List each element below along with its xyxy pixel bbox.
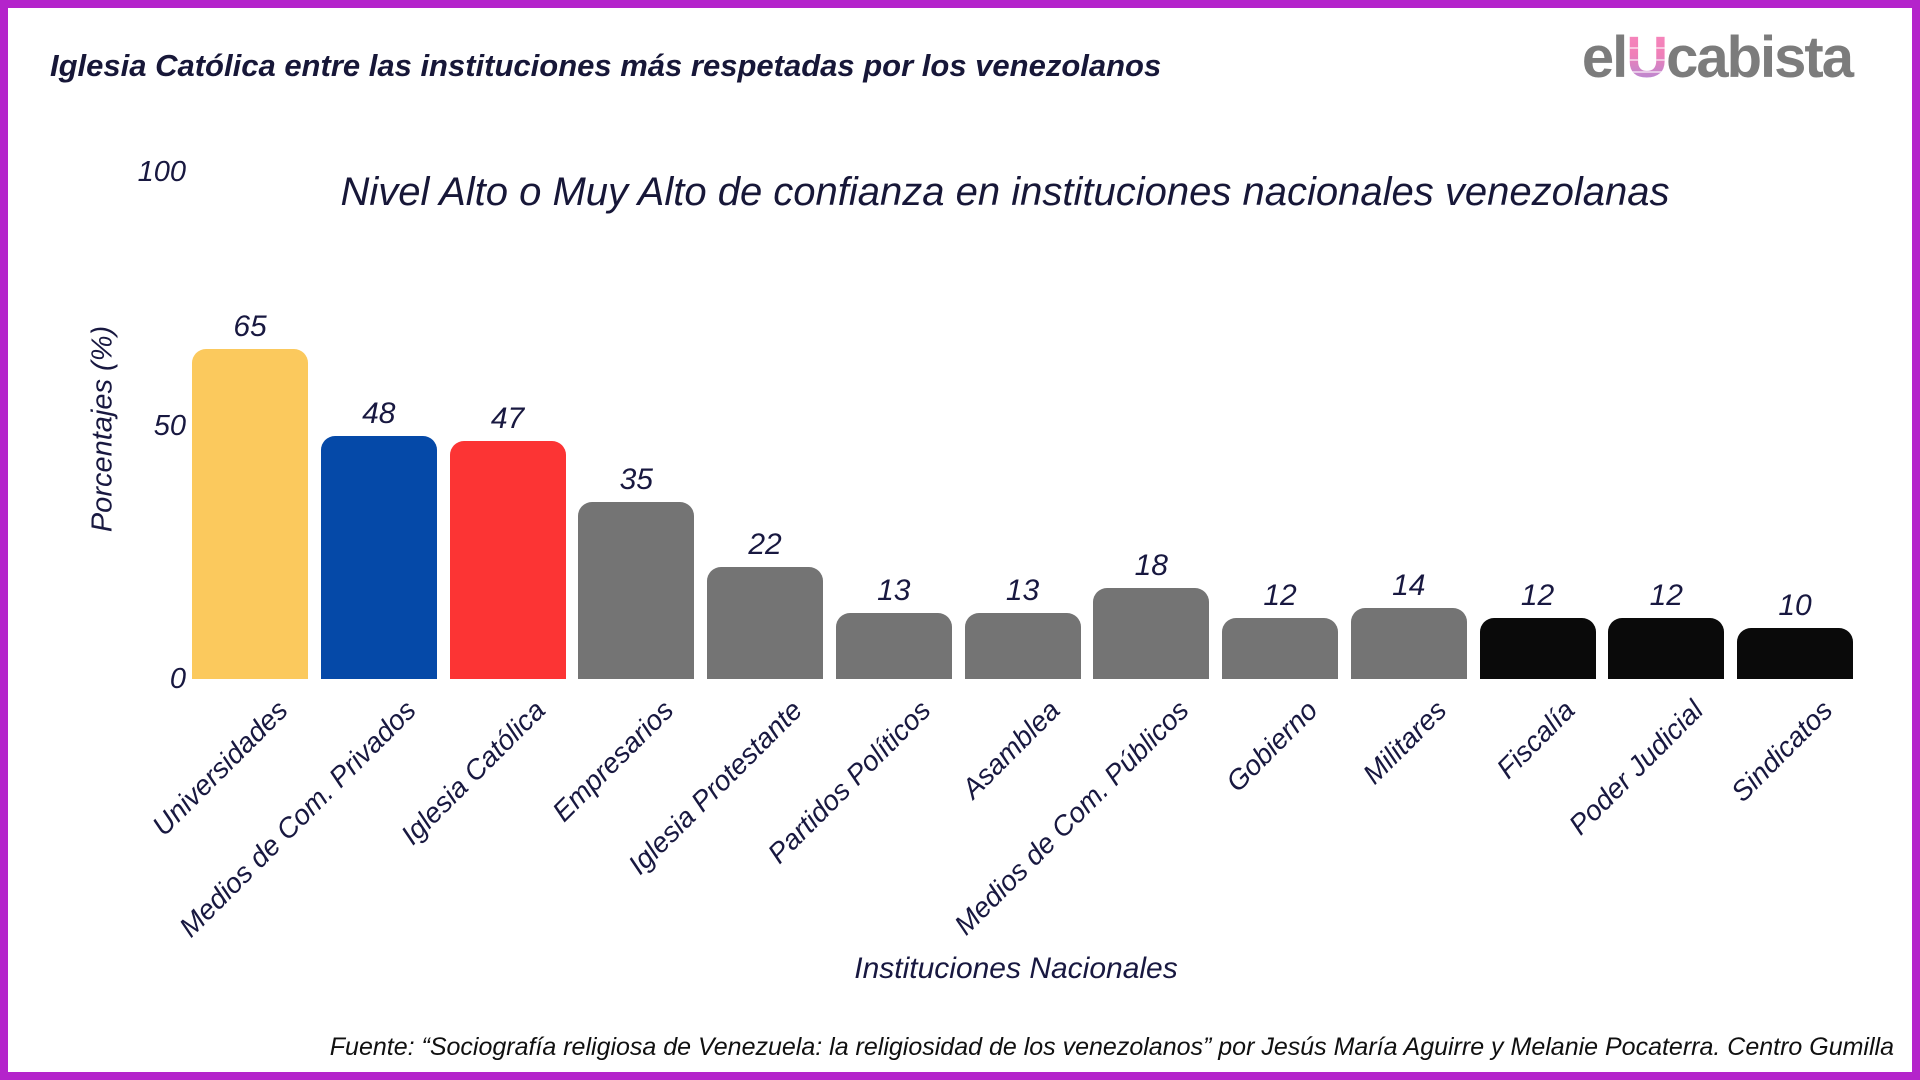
bar-value-label: 12 bbox=[1520, 579, 1555, 612]
x-axis-label: Instituciones Nacionales bbox=[854, 952, 1178, 985]
bar-partidos-politicos bbox=[835, 613, 952, 679]
bar-iglesia-protestante bbox=[707, 567, 823, 679]
logo-suffix: cabista bbox=[1666, 25, 1854, 90]
x-tick-label-medios-de-com-publicos: Medios de Com. Públicos bbox=[948, 694, 1195, 941]
bar-cell-universidades: 65 Universidades bbox=[146, 172, 308, 842]
x-tick-label-medios-de-com-privados: Medios de Com. Privados bbox=[173, 694, 422, 943]
bar-value-label: 10 bbox=[1778, 589, 1812, 622]
logo-prefix: el bbox=[1581, 25, 1628, 90]
bar-cell-poder-judicial: 12 Poder Judicial bbox=[1563, 172, 1725, 841]
bar-cell-sindicatos: 10 Sindicatos bbox=[1725, 172, 1853, 808]
bar-asamblea bbox=[964, 613, 1081, 679]
bar-value-label: 48 bbox=[362, 397, 396, 430]
bar-value-label: 47 bbox=[490, 402, 525, 435]
y-tick-50: 50 bbox=[153, 409, 186, 442]
bar-value-label: 22 bbox=[748, 528, 782, 561]
bar-universidades bbox=[192, 349, 308, 679]
bar-cell-iglesia-catolica: 47 Iglesia Católica bbox=[395, 172, 566, 850]
elucabista-logo: elUcabista bbox=[1581, 24, 1854, 91]
chart-title: Nivel Alto o Muy Alto de confianza en in… bbox=[340, 170, 1670, 214]
bar-value-label: 12 bbox=[1649, 579, 1683, 612]
x-tick-label-universidades: Universidades bbox=[145, 694, 294, 842]
x-tick-label-gobierno: Gobierno bbox=[1219, 694, 1324, 798]
bar-value-label: 65 bbox=[233, 310, 267, 343]
x-tick-label-asamblea: Asamblea bbox=[955, 694, 1066, 805]
bar-value-label: 18 bbox=[1134, 549, 1168, 582]
logo-u-letter: U bbox=[1626, 25, 1667, 90]
bar-value-label: 13 bbox=[1005, 574, 1040, 607]
bar-cell-fiscalia: 12 Fiscalía bbox=[1479, 172, 1596, 784]
bar-poder-judicial bbox=[1608, 618, 1725, 679]
x-tick-label-sindicatos: Sindicatos bbox=[1724, 694, 1839, 808]
bar-medios-de-com-privados bbox=[320, 436, 437, 679]
x-tick-label-poder-judicial: Poder Judicial bbox=[1563, 694, 1710, 841]
bar-value-label: 12 bbox=[1263, 579, 1297, 612]
y-tick-0: 0 bbox=[169, 663, 186, 695]
bar-cell-medios-de-com-publicos: 18 Medios de Com. Públicos bbox=[948, 172, 1210, 941]
y-axis-label: Porcentajes (%) bbox=[86, 325, 119, 533]
bar-gobierno bbox=[1222, 618, 1338, 679]
bar-cell-empresarios: 35 Empresarios bbox=[546, 172, 695, 827]
source-note: Fuente: “Sociografía religiosa de Venezu… bbox=[329, 1033, 1894, 1061]
bar-value-label: 35 bbox=[619, 463, 653, 496]
bar-cell-partidos-politicos: 13 Partidos Políticos bbox=[762, 172, 952, 869]
bar-cell-militares: 14 Militares bbox=[1350, 172, 1467, 790]
bar-sindicatos bbox=[1737, 628, 1853, 679]
bar-fiscalia bbox=[1479, 618, 1596, 679]
bar-value-label: 13 bbox=[877, 574, 911, 607]
bar-cell-gobierno: 12 Gobierno bbox=[1220, 172, 1338, 798]
x-tick-label-empresarios: Empresarios bbox=[546, 694, 680, 828]
bar-plot-area: 65 Universidades 48 Medios de Com. Privados… bbox=[146, 172, 1853, 943]
bar-cell-asamblea: 13 Asamblea bbox=[956, 172, 1081, 804]
bar-iglesia-catolica bbox=[449, 441, 566, 679]
bar-cell-iglesia-protestante: 22 Iglesia Protestante bbox=[622, 172, 823, 880]
x-tick-label-militares: Militares bbox=[1356, 694, 1452, 790]
x-tick-label-fiscalia: Fiscalía bbox=[1490, 694, 1581, 785]
bar-value-label: 14 bbox=[1392, 569, 1426, 602]
bar-empresarios bbox=[578, 502, 695, 679]
bar-cell-medios-de-com-privados: 48 Medios de Com. Privados bbox=[173, 172, 437, 943]
bar-medios-de-com-publicos bbox=[1093, 588, 1210, 679]
bar-militares bbox=[1350, 608, 1467, 679]
page-title: Iglesia Católica entre las instituciones… bbox=[50, 48, 1162, 83]
